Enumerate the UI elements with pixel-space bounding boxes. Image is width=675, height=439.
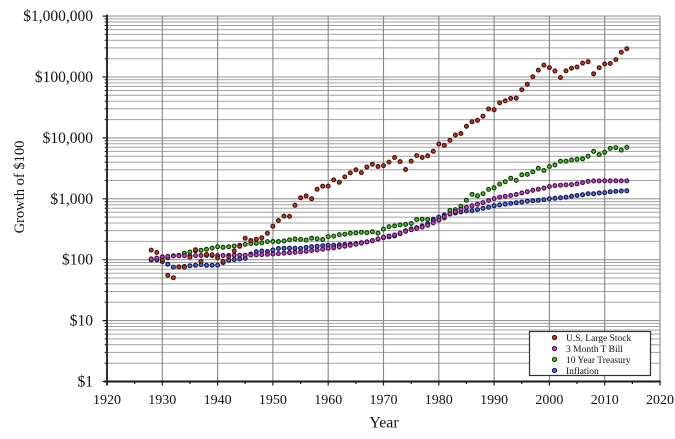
svg-text:1950: 1950: [259, 393, 287, 408]
svg-text:1990: 1990: [480, 393, 508, 408]
svg-text:Year: Year: [369, 415, 399, 432]
svg-text:Growth of $100: Growth of $100: [12, 141, 28, 234]
svg-text:$1,000,000: $1,000,000: [23, 8, 93, 25]
svg-text:$1,000: $1,000: [50, 191, 93, 208]
svg-text:10 Year Treasury: 10 Year Treasury: [566, 356, 631, 366]
svg-text:3 Month T Bill: 3 Month T Bill: [566, 345, 623, 355]
svg-text:2020: 2020: [646, 393, 674, 408]
svg-text:2010: 2010: [591, 393, 619, 408]
svg-text:1970: 1970: [370, 393, 398, 408]
svg-text:1930: 1930: [148, 393, 176, 408]
svg-text:$100: $100: [62, 252, 93, 269]
svg-text:$1: $1: [78, 374, 94, 391]
svg-text:$10,000: $10,000: [43, 130, 94, 147]
svg-text:1980: 1980: [425, 393, 453, 408]
svg-text:$10: $10: [70, 313, 94, 330]
svg-text:U.S. Large Stock: U.S. Large Stock: [566, 334, 632, 344]
svg-text:$100,000: $100,000: [35, 69, 93, 86]
svg-text:2000: 2000: [535, 393, 563, 408]
svg-text:Inflation: Inflation: [566, 366, 599, 377]
svg-text:1940: 1940: [204, 393, 232, 408]
svg-text:1960: 1960: [314, 393, 342, 408]
svg-text:1920: 1920: [93, 393, 121, 408]
